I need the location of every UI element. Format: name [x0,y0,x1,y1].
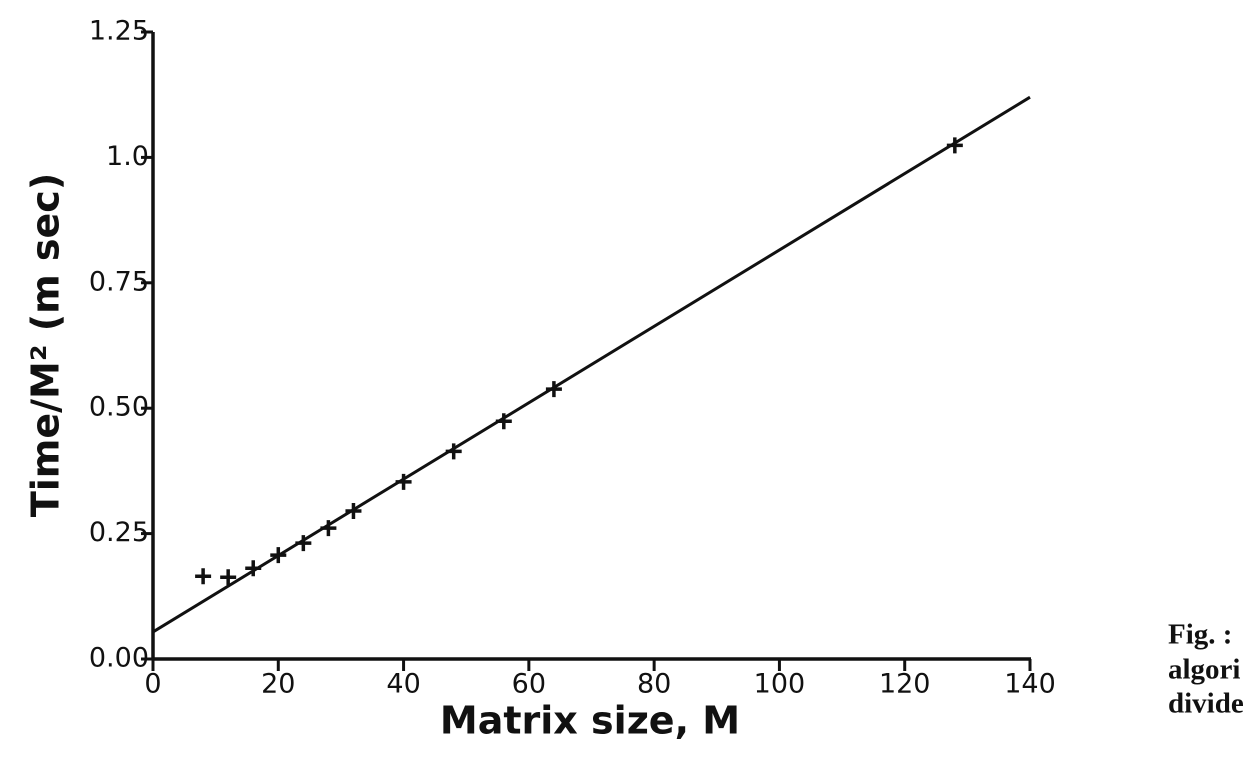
caption-fragment: Fig. : [1168,619,1232,651]
x-tick-label: 0 [144,669,161,700]
data-point [245,560,262,577]
data-point [270,547,287,564]
caption-fragment: algori [1168,654,1241,686]
y-tick-label: 0.25 [89,517,149,548]
data-point [220,569,237,586]
data-point [345,503,362,520]
x-tick-label: 80 [637,669,671,700]
x-tick-label: 100 [754,669,806,700]
y-tick-label: 1.0 [106,141,149,172]
data-point [195,568,212,585]
data-point [395,473,412,490]
y-tick-label: 0.75 [89,266,149,297]
x-tick-label: 60 [512,669,546,700]
y-tick-label: 1.25 [89,16,149,47]
y-axis-label: Time/M² (m sec) [24,173,68,517]
data-point [445,443,462,460]
y-tick-label: 0.50 [89,392,149,423]
x-tick-label: 20 [261,669,295,700]
x-tick-label: 120 [879,669,931,700]
data-point [946,137,963,154]
data-point [295,535,312,552]
y-tick-label: 0.00 [89,643,149,674]
x-axis-label: Matrix size, M [440,699,740,743]
fit-line [152,95,1031,634]
data-point [495,413,512,430]
data-point [320,520,337,537]
caption-fragment: divide [1168,688,1244,720]
data-point [545,381,562,398]
x-tick-label: 140 [1004,669,1056,700]
x-tick-label: 40 [386,669,420,700]
